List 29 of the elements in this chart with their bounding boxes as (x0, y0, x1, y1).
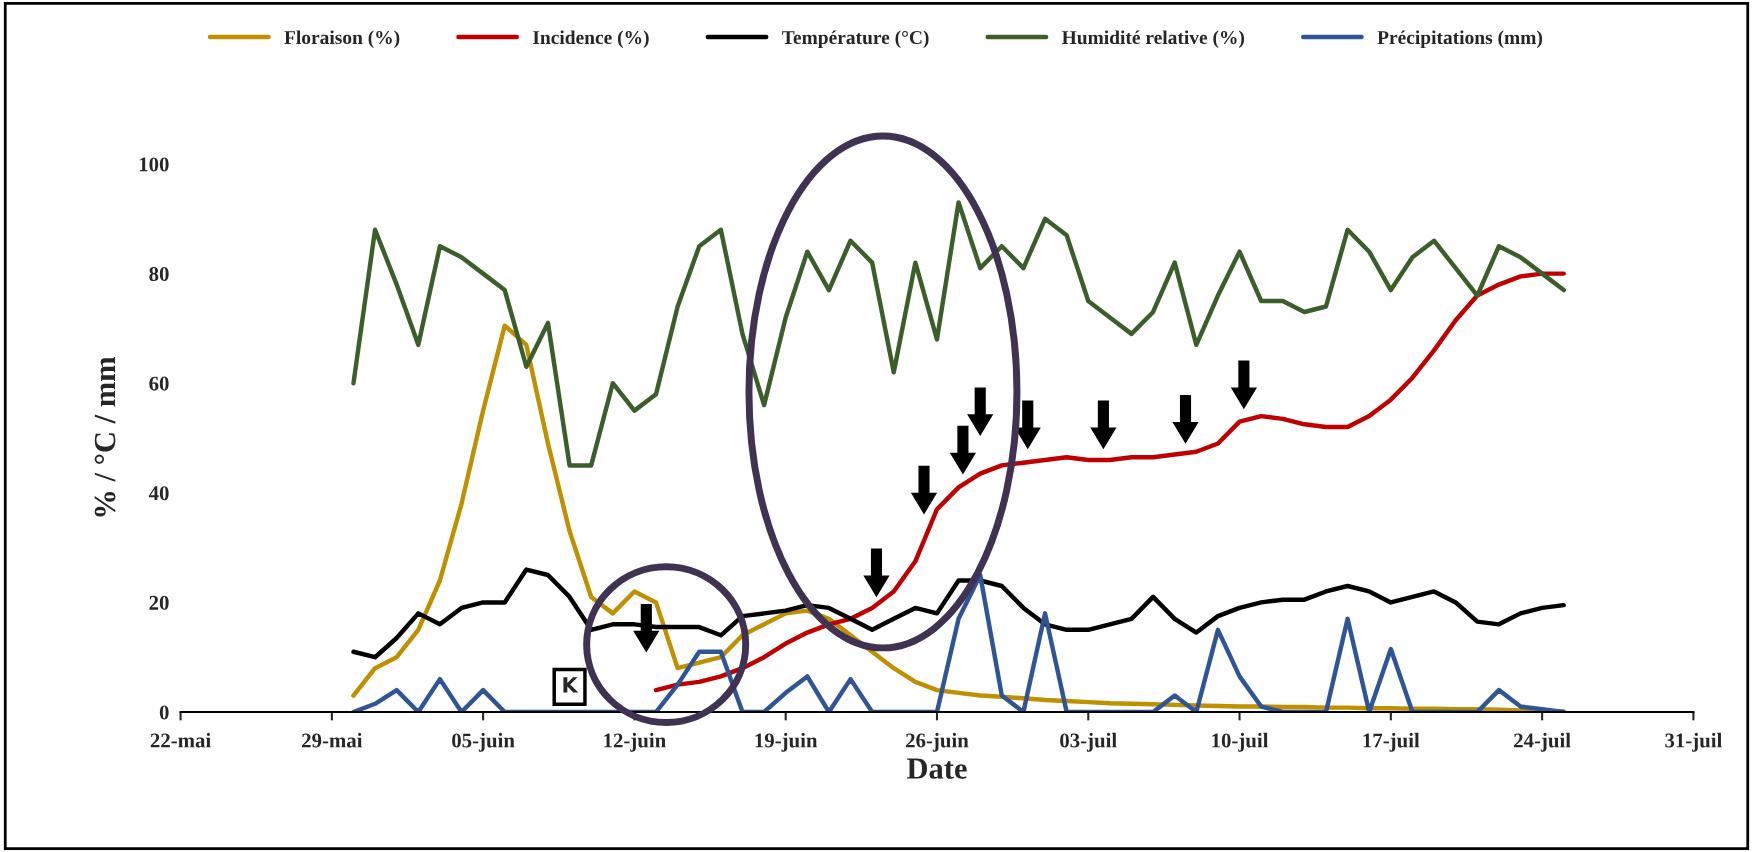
x-tick-label: 10-juil (1212, 732, 1269, 752)
y-tick-label: 100 (139, 157, 169, 172)
legend-label: Incidence (%) (533, 30, 649, 49)
legend-label: Humidité relative (%) (1061, 30, 1245, 49)
line-series (351, 572, 1566, 713)
legend-label: Précipitations (mm) (1377, 30, 1543, 49)
y-tick-label: 20 (149, 595, 169, 610)
x-axis-title: Date (906, 758, 967, 779)
x-tick-label: 31-juil (1665, 732, 1722, 752)
x-tick-label: 19-juin (755, 732, 818, 752)
line-series (351, 567, 1566, 660)
annotation: K (563, 677, 579, 693)
y-tick-label: 40 (148, 486, 169, 501)
x-tick-label: 05-juin (452, 732, 515, 752)
x-tick-label: 24-juil (1514, 732, 1571, 752)
y-tick-label: 60 (149, 376, 169, 391)
legend-label: Floraison (%) (284, 30, 400, 49)
x-tick-label: 26-juin (906, 732, 969, 752)
x-tick-label: 29-mai (302, 732, 363, 748)
x-tick-label: 22-mai (150, 732, 211, 748)
y-axis-title: % / °C / mm (94, 356, 116, 517)
x-tick-label: 03-juil (1060, 732, 1117, 752)
y-tick-label: 0 (159, 705, 169, 720)
x-tick-label: 17-juil (1363, 732, 1420, 752)
line-series (653, 271, 1566, 693)
x-tick-label: 12-juin (604, 732, 666, 752)
line-series (351, 200, 1566, 468)
legend-label: Température (°C) (782, 30, 929, 49)
y-tick-label: 80 (149, 266, 169, 282)
